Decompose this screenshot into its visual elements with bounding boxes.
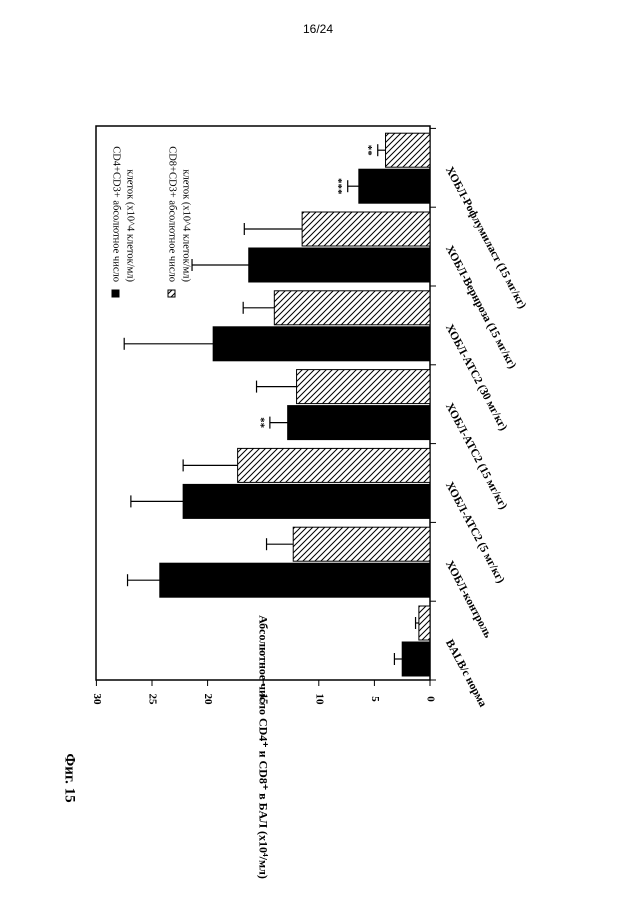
category-label: BALB/c норма — [443, 638, 489, 710]
bar-cd8 — [301, 211, 431, 247]
bar-cd8 — [296, 369, 431, 405]
value-tick-label: 20 — [202, 694, 214, 706]
bar-cd4 — [287, 405, 431, 441]
significance-mark: ** — [362, 145, 374, 157]
bar-cd4 — [358, 168, 431, 204]
bar-cd4 — [401, 641, 431, 677]
bar-cd8 — [385, 132, 431, 168]
value-tick-label: 15 — [258, 694, 270, 706]
value-tick-label: 0 — [424, 696, 436, 702]
legend-swatch-cd8 — [167, 289, 176, 298]
bar-cd8 — [292, 526, 431, 562]
legend-label: клеток (x10^4 клеток/мл) — [125, 169, 136, 282]
plot-area: ******* — [95, 125, 431, 681]
significance-mark: *** — [332, 178, 344, 195]
bar-cd4 — [248, 247, 431, 283]
page-number: 16/24 — [302, 22, 334, 36]
legend: CD4+CD3+ абсолютное число клеток (x10^4 к… — [111, 146, 192, 298]
bar-cd8 — [418, 605, 431, 641]
legend-label: CD8+CD3+ абсолютное число — [167, 146, 178, 282]
significance-mark: ** — [254, 417, 266, 429]
bar-cd4 — [182, 483, 431, 519]
value-tick-label: 10 — [313, 694, 325, 706]
value-axis-title: Абсолютное число CD4⁺ и CD8⁺ в БАЛ (x10⁴… — [256, 615, 270, 879]
bar-cd4 — [159, 562, 431, 598]
bar-cd4 — [212, 326, 431, 362]
value-tick-label: 5 — [369, 696, 381, 702]
legend-label: CD4+CD3+ абсолютное число — [111, 146, 122, 282]
legend-label: клеток (x10^4 клеток/мл) — [181, 169, 192, 282]
value-axis: 0 5 10 15 20 25 30 Абсолютное число CD4⁺ и CD8⁺… — [91, 615, 437, 879]
bar-cd8 — [237, 447, 431, 483]
category-label: ХОБЛ-Рофлумиласт (15 мг/кг) — [443, 165, 528, 311]
value-tick-label: 25 — [146, 694, 158, 706]
category-label: ХОБЛ-Вернроза (15 мг/кг) — [443, 244, 518, 371]
value-tick-label: 30 — [91, 694, 103, 706]
legend-swatch-cd4 — [111, 289, 120, 298]
bar-cd8 — [273, 290, 431, 326]
category-label: ХОБЛ-контроль — [443, 559, 494, 640]
